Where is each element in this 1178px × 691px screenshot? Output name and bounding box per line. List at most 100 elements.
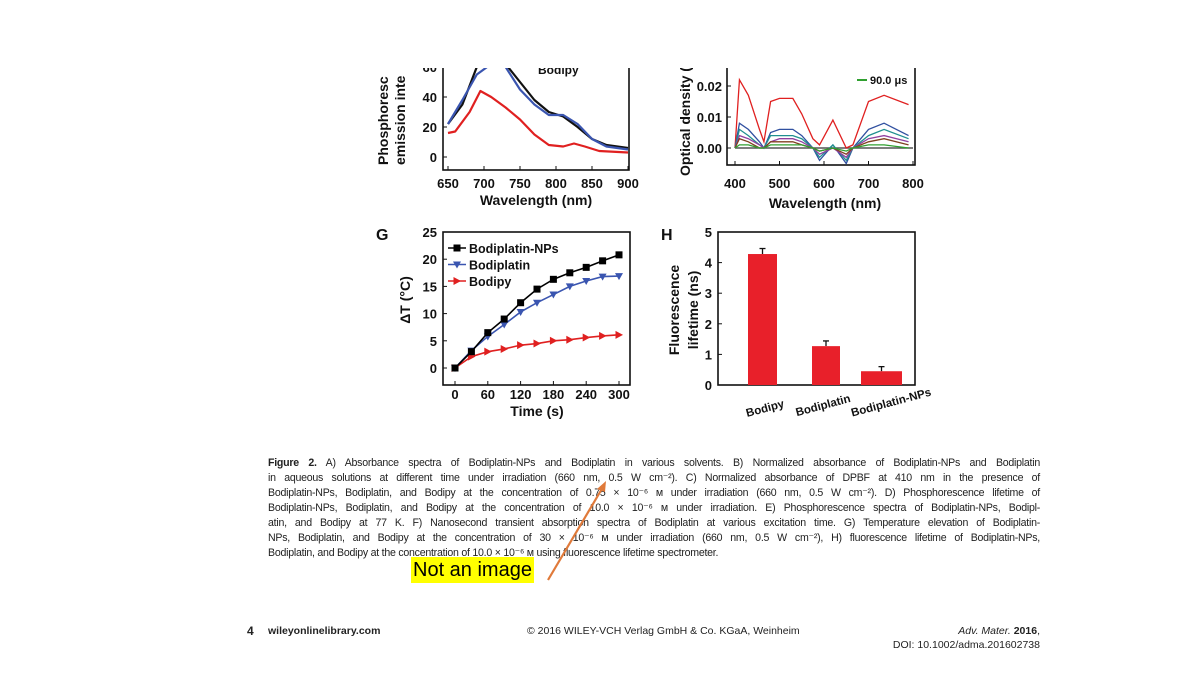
- x-tick-label: 900: [617, 176, 639, 191]
- y-tick-label: 40: [423, 90, 437, 105]
- panel-f-transient-absorption-chart: Optical density ( Wavelength (nm) 90.0 μ…: [677, 67, 924, 211]
- f-xlabel: Wavelength (nm): [769, 195, 881, 211]
- data-point-triangle-right: [453, 277, 461, 285]
- journal-comma: ,: [1037, 625, 1040, 637]
- g-panel-label: G: [376, 227, 388, 244]
- data-point-triangle-right: [549, 336, 558, 345]
- bar-bodipy: [748, 254, 777, 385]
- x-tick-label: 750: [509, 176, 531, 191]
- page-number: 4: [247, 624, 254, 638]
- x-tick-label: 800: [545, 176, 567, 191]
- y-tick-label: 4: [705, 256, 713, 271]
- x-tick-label: 500: [769, 176, 791, 191]
- caption-text: A) Absorbance spectra of Bodiplatin-NPs …: [316, 457, 1041, 469]
- y-tick-label: 1: [705, 347, 712, 362]
- y-tick-label: 0: [430, 150, 437, 165]
- data-point-triangle-down: [582, 277, 591, 285]
- data-point-square: [533, 285, 541, 293]
- h-panel-label: H: [661, 227, 673, 244]
- x-tick-label: 850: [581, 176, 603, 191]
- x-tick-label: 0: [451, 387, 458, 402]
- x-tick-label: 600: [813, 176, 835, 191]
- plot-frame: [442, 68, 630, 171]
- series-group: [447, 68, 629, 154]
- x-tick-label: 120: [510, 387, 532, 402]
- caption-line: Figure 2. A) Absorbance spectra of Bodip…: [268, 456, 1040, 471]
- y-tick-label: 5: [705, 225, 712, 240]
- e-xlabel: Wavelength (nm): [480, 192, 592, 208]
- spectrum-line: [734, 128, 909, 162]
- panel-h-fluorescence-lifetime-chart: H Fluorescence lifetime (ns) 0 1 2 3 4 5 Bodip…: [661, 225, 933, 420]
- y-tick-label-clipped: 60: [423, 60, 437, 75]
- g-xlabel: Time (s): [510, 403, 563, 419]
- footer-site: wileyonlinelibrary.com: [268, 625, 381, 637]
- y-tick-label: 0: [430, 361, 437, 376]
- data-point-square: [451, 364, 459, 372]
- y-tick-label: 20: [423, 252, 437, 267]
- x-tick-label: 180: [543, 387, 565, 402]
- x-tick-label: 650: [437, 176, 459, 191]
- data-point-square: [467, 348, 475, 356]
- y-tick-label: 20: [423, 120, 437, 135]
- legend-label: Bodiplatin-NPs: [469, 242, 559, 256]
- x-category-label: Bodiplatin: [795, 393, 852, 419]
- x-tick-label: 60: [481, 387, 495, 402]
- data-point-square: [566, 269, 574, 277]
- y-tick-label: 5: [430, 334, 437, 349]
- journal-name: Adv. Mater.: [958, 625, 1011, 637]
- y-tick-label: 0.02: [697, 79, 722, 94]
- caption-line: Bodiplatin, and Bodipy at the concentrat…: [268, 547, 719, 559]
- data-point-triangle-down: [565, 283, 574, 291]
- spectrum-line: [734, 144, 909, 152]
- x-tick-label: 700: [473, 176, 495, 191]
- caption-line: atin, and Bodipy at 77 K. F) Nanosecond …: [268, 517, 1040, 529]
- data-point-triangle-down: [615, 273, 623, 281]
- y-tick-label: 0.00: [697, 141, 722, 156]
- caption-line: in aqueous solutions at different time u…: [268, 472, 1040, 484]
- series-group: [734, 77, 913, 165]
- data-point-square: [582, 263, 590, 271]
- bar-bodiplatin: [812, 346, 840, 385]
- journal-year: 2016: [1013, 625, 1038, 637]
- h-ylabel-line2: lifetime (ns): [685, 271, 701, 350]
- legend-label: Bodipy: [469, 275, 511, 289]
- y-tick-label: 15: [423, 279, 437, 294]
- data-point-square: [517, 299, 525, 307]
- data-point-triangle-right: [517, 341, 525, 350]
- data-point-triangle-right: [582, 333, 591, 342]
- series-line: [454, 334, 620, 369]
- h-ylabel-line1: Fluorescence: [666, 265, 682, 355]
- footer-copyright: © 2016 WILEY-VCH Verlag GmbH & Co. KGaA,…: [527, 625, 800, 637]
- e-legend-bodipy: Bodipy: [538, 63, 579, 77]
- x-tick-label: 300: [608, 387, 630, 402]
- x-tick-label: 240: [575, 387, 597, 402]
- data-point-triangle-down: [516, 308, 525, 316]
- data-point-square: [599, 257, 607, 265]
- bar-bodiplatin-nps: [861, 371, 902, 385]
- e-ylabel-line1: Phosphoresc: [375, 76, 391, 165]
- data-point-triangle-down: [598, 273, 607, 281]
- data-point-triangle-down: [533, 299, 541, 307]
- data-point-triangle-right: [500, 344, 509, 353]
- plot-frame: [442, 231, 631, 386]
- data-point-triangle-right: [599, 331, 607, 340]
- spectrum-line: [447, 89, 629, 154]
- f-legend-90us: 90.0 μs: [870, 75, 907, 87]
- caption-figure-label: Figure 2.: [268, 457, 317, 469]
- e-ylabel-line2: emission inte: [392, 75, 408, 165]
- data-point-triangle-down: [500, 321, 509, 329]
- figure-panels: Phosphoresc emission inte Wavelength (nm…: [375, 60, 933, 420]
- spectrum-line: [447, 68, 629, 151]
- data-point-triangle-down: [549, 291, 558, 299]
- caption-line: Bodiplatin-NPs, Bodiplatin, and Bodipy a…: [268, 487, 1040, 499]
- f-ylabel: Optical density (: [677, 67, 693, 176]
- panel-e-phosphorescence-chart: Phosphoresc emission inte Wavelength (nm…: [375, 60, 639, 208]
- footer-doi: DOI: 10.1002/adma.201602738: [892, 639, 1040, 651]
- x-category-label: Bodiplatin-NPs: [850, 387, 933, 420]
- x-tick-label: 700: [858, 176, 880, 191]
- data-point-triangle-right: [484, 347, 492, 356]
- x-tick-label: 400: [724, 176, 746, 191]
- y-tick-label: 25: [423, 225, 437, 240]
- data-point-square: [484, 329, 492, 337]
- data-point-square: [549, 275, 557, 283]
